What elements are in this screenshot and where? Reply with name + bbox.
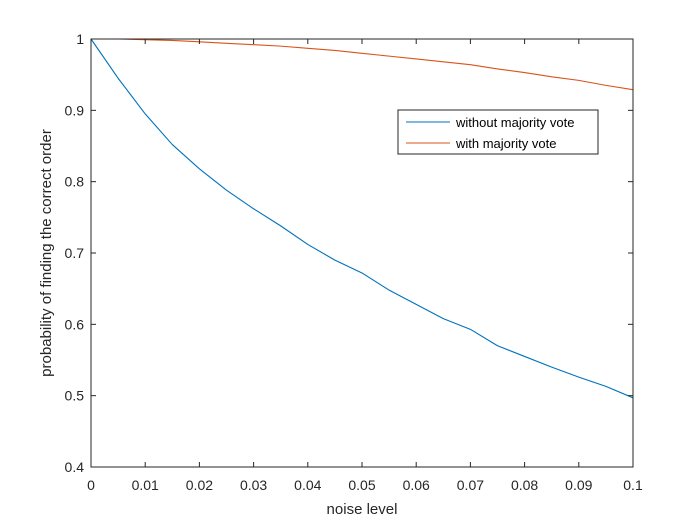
x-tick-label: 0.05	[348, 477, 375, 493]
series-line-2	[91, 38, 634, 91]
series-group	[90, 38, 634, 399]
x-tick-label: 0.06	[403, 477, 430, 493]
y-tick-label: 0.7	[65, 245, 85, 261]
legend-label-2: with majority vote	[455, 136, 556, 151]
x-tick-label: 0.09	[565, 477, 592, 493]
legend-label-1: without majority vote	[455, 115, 575, 130]
legend-box	[397, 109, 599, 155]
x-tick-label: 0.01	[132, 477, 159, 493]
series-line-1	[90, 38, 634, 399]
x-axis-title: noise level	[327, 501, 398, 518]
y-axis-title: probability of finding the correct order	[38, 129, 55, 377]
x-tick-label: 0.07	[457, 477, 484, 493]
axes-group: 0 0.01 0.02 0.03 0.04 0.05 0.06 0.07 0.08 0.09 0.1…	[65, 31, 643, 493]
legend: without majority vote with majority vote	[397, 109, 599, 155]
y-tick-label: 0.6	[65, 316, 85, 332]
y-tick-label: 0.8	[65, 174, 85, 190]
plot-background	[91, 39, 633, 467]
x-tick-label: 0.08	[511, 477, 538, 493]
y-tick-label: 1	[76, 31, 84, 47]
y-tick-label: 0.9	[65, 102, 85, 118]
x-tick-label: 0.04	[294, 477, 321, 493]
plot-area	[91, 39, 633, 467]
x-tick-label: 0.02	[186, 477, 213, 493]
y-tick-label: 0.4	[65, 459, 85, 475]
x-tick-label: 0	[87, 477, 95, 493]
y-tick-label: 0.5	[65, 388, 85, 404]
x-tick-label: 0.1	[623, 477, 643, 493]
x-tick-label: 0.03	[240, 477, 267, 493]
